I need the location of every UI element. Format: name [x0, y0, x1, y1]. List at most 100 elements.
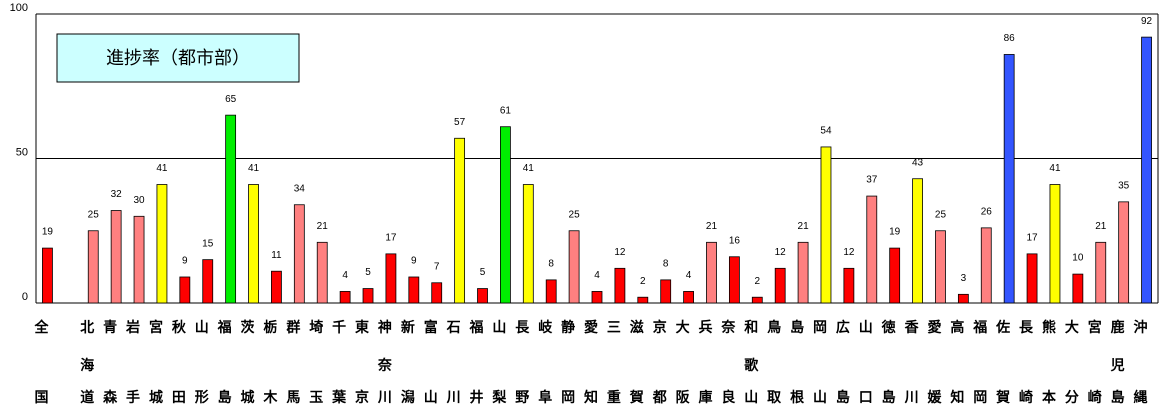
value-label: 10: [1072, 253, 1084, 264]
value-label: 16: [729, 235, 741, 246]
bar: [1095, 241, 1107, 304]
value-label: 25: [935, 209, 947, 220]
value-label: 30: [133, 195, 145, 206]
x-tick-label: 北海道: [80, 320, 94, 406]
bar: [591, 291, 603, 304]
bar: [454, 137, 466, 304]
x-tick-label: 長野: [515, 320, 530, 406]
bar: [935, 230, 946, 304]
x-tick-label: 栃木: [262, 319, 278, 406]
x-tick-label: 福島: [217, 319, 232, 406]
bar: [1072, 273, 1084, 304]
value-label: 8: [548, 259, 554, 270]
x-tick-label: 山形: [195, 320, 209, 406]
x-tick-label: 青森: [103, 319, 118, 406]
value-label: 15: [202, 238, 214, 249]
x-tick-label: 茨城: [241, 319, 255, 406]
value-label: 26: [981, 207, 993, 218]
x-tick-label: 大阪: [676, 319, 691, 406]
bar: [202, 259, 214, 304]
value-label: 17: [385, 233, 397, 244]
x-tick-label: 新潟: [401, 319, 415, 406]
x-tick-label: 愛知: [584, 319, 598, 406]
bar: [728, 256, 740, 304]
value-label: 17: [1026, 233, 1038, 244]
value-label: 65: [225, 94, 237, 105]
value-label: 92: [1141, 16, 1153, 27]
bar: [980, 227, 992, 304]
bar: [110, 210, 122, 304]
x-tick-label: 神奈川: [377, 319, 393, 406]
x-tick-label: 秋田: [172, 319, 187, 406]
value-label: 34: [294, 183, 306, 194]
value-label: 21: [317, 221, 329, 232]
x-tick-label: 滋賀: [629, 319, 644, 406]
value-label: 54: [820, 126, 832, 137]
x-tick-label: 富山: [424, 319, 438, 406]
value-label: 57: [454, 117, 466, 128]
value-label: 41: [156, 163, 168, 174]
x-tick-label: 福井: [469, 319, 484, 406]
bar: [889, 247, 901, 304]
x-tick-label: 熊本: [1042, 319, 1057, 406]
bar: [271, 270, 282, 304]
value-label: 9: [182, 256, 188, 267]
x-tick-label: 岩手: [125, 319, 140, 406]
value-label: 11: [271, 250, 282, 261]
bar: [1026, 253, 1038, 304]
bar: [156, 184, 168, 304]
chart-title: 進捗率（都市部）: [106, 48, 250, 69]
x-tick-label: 佐賀: [995, 319, 1010, 406]
x-tick-label: 埼玉: [309, 319, 323, 406]
y-tick-label: 0: [22, 291, 28, 303]
bar: [42, 247, 53, 304]
bar: [912, 178, 923, 304]
x-tick-label: 和歌山: [744, 320, 759, 406]
bar: [316, 241, 328, 304]
value-label: 12: [775, 247, 787, 258]
value-label: 21: [1095, 221, 1107, 232]
bar: [866, 195, 878, 304]
bar: [1003, 54, 1015, 304]
bar: [522, 184, 534, 304]
x-tick-label: 東京: [355, 319, 369, 406]
value-label: 43: [912, 157, 924, 168]
value-label: 19: [42, 227, 54, 238]
x-tick-label: 京都: [652, 319, 667, 406]
x-tick-label: 沖縄: [1134, 319, 1148, 406]
y-tick-label: 50: [16, 146, 28, 158]
bar: [637, 296, 649, 304]
value-label: 2: [755, 276, 761, 287]
x-tick-label: 山口: [859, 320, 873, 406]
value-label: 2: [640, 276, 646, 287]
value-label: 41: [248, 163, 260, 174]
value-label: 25: [88, 209, 100, 220]
x-tick-label: 奈良: [720, 319, 736, 406]
x-tick-label: 静岡: [561, 319, 575, 406]
x-tick-label: 千葉: [331, 319, 347, 406]
bar: [248, 184, 259, 304]
bar: [545, 279, 557, 304]
x-tick-label: 宮城: [149, 319, 163, 406]
x-tick-label: 石川: [446, 320, 461, 406]
bar: [225, 114, 237, 304]
x-tick-label: 全国: [33, 319, 49, 406]
value-label: 8: [663, 259, 669, 270]
value-label: 21: [798, 221, 810, 232]
bar: [87, 230, 99, 304]
bar: [500, 126, 511, 304]
bar: [957, 293, 969, 304]
value-label: 32: [111, 189, 123, 200]
bar: [362, 288, 374, 304]
x-tick-label: 香川: [904, 319, 920, 406]
value-label: 35: [1118, 180, 1130, 191]
bar: [293, 204, 305, 304]
value-label: 5: [480, 267, 486, 278]
y-tick-label: 100: [10, 2, 28, 14]
value-label: 12: [843, 247, 855, 258]
bar: [683, 291, 694, 304]
value-label: 5: [365, 267, 371, 278]
bar: [568, 230, 580, 304]
value-label: 4: [686, 270, 692, 281]
